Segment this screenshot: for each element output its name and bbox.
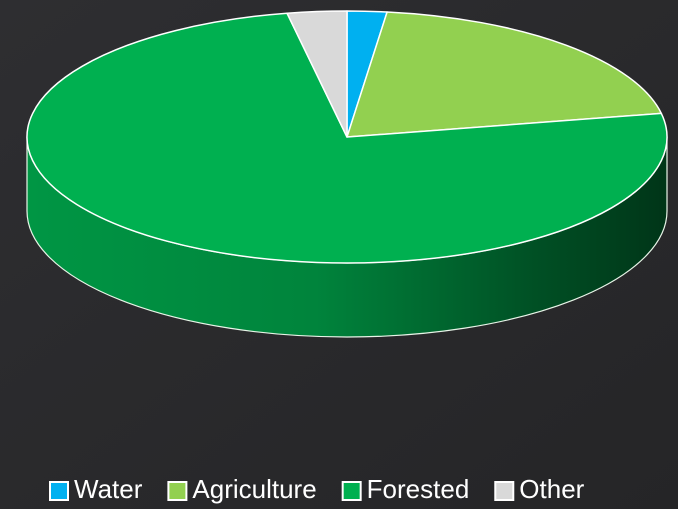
legend-swatch bbox=[167, 481, 188, 501]
slice bbox=[346, 11, 663, 138]
pie bbox=[26, 10, 668, 338]
slice bbox=[26, 12, 668, 264]
legend-label: Forested bbox=[367, 474, 470, 504]
legend-label: Agriculture bbox=[192, 474, 316, 504]
legend-swatch bbox=[49, 481, 69, 501]
legend-label: Other bbox=[519, 474, 584, 504]
legend: Water Agriculture Forested Other bbox=[49, 474, 585, 504]
slice bbox=[286, 10, 348, 138]
legend-swatch bbox=[494, 481, 515, 501]
legend-label: Water bbox=[74, 474, 143, 504]
legend-swatch bbox=[341, 481, 362, 501]
